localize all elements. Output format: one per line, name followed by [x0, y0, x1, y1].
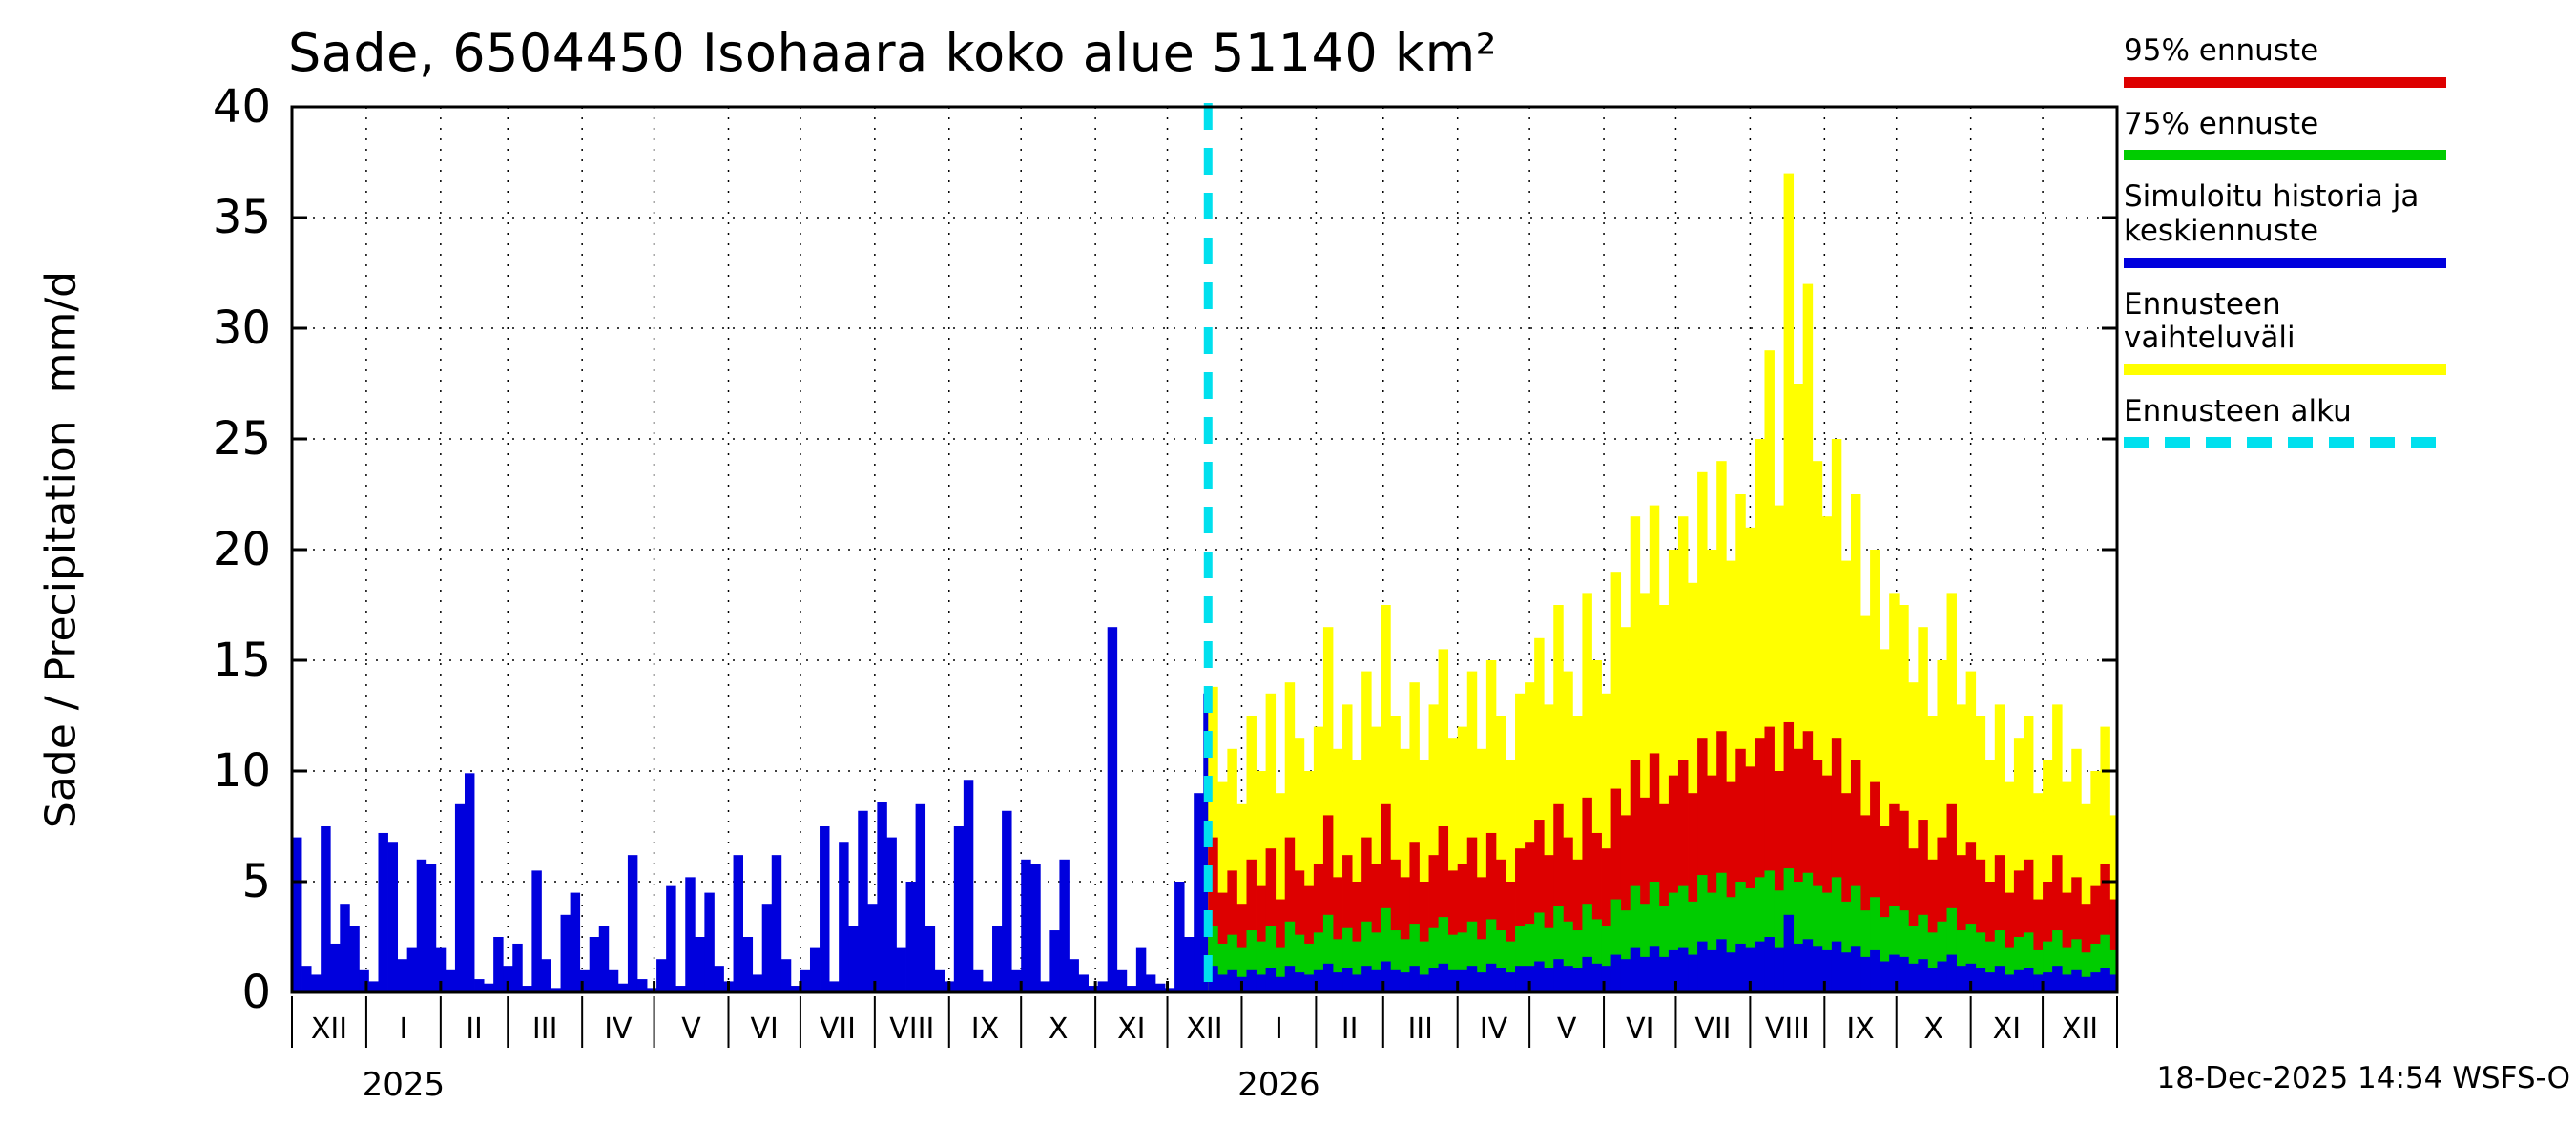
y-tick-label: 25	[213, 412, 271, 466]
month-label: VII	[820, 1012, 856, 1046]
month-label: X	[1923, 1012, 1943, 1046]
y-tick-label: 0	[241, 966, 271, 1019]
y-tick-label: 10	[213, 744, 271, 798]
timestamp: 18-Dec-2025 14:54 WSFS-O	[2156, 1061, 2571, 1095]
forecast-bars-95-ennuste	[1208, 721, 2117, 992]
forecast-bars-ennusteen-vaihteluv-li-max-	[1208, 173, 2117, 993]
legend-item: Simuloitu historia ja keskiennuste	[2124, 179, 2446, 268]
month-label: VIII	[889, 1012, 934, 1046]
month-label: V	[681, 1012, 701, 1046]
month-label: VIII	[1765, 1012, 1810, 1046]
month-label: IV	[1480, 1012, 1508, 1046]
month-label: III	[1407, 1012, 1433, 1046]
legend-swatch	[2124, 150, 2446, 161]
month-label: II	[466, 1012, 483, 1046]
legend-item: 95% ennuste	[2124, 33, 2446, 88]
month-label: III	[532, 1012, 558, 1046]
y-tick-label: 5	[241, 855, 271, 908]
month-label: XII	[2062, 1012, 2098, 1046]
history-bars	[292, 627, 1214, 992]
legend-label: 75% ennuste	[2124, 106, 2319, 141]
month-label: I	[399, 1012, 407, 1046]
month-label: V	[1557, 1012, 1577, 1046]
month-label: X	[1049, 1012, 1069, 1046]
month-label: XII	[311, 1012, 347, 1046]
y-axis: 0 5 10 15 20 25 30 35 40	[213, 80, 2117, 1019]
legend-label: Simuloitu historia ja keskiennuste	[2124, 179, 2420, 248]
month-label: II	[1341, 1012, 1359, 1046]
legend-label: Ennusteen alku	[2124, 393, 2352, 428]
legend-swatch	[2124, 257, 2446, 268]
legend-swatch	[2124, 76, 2446, 88]
x-axis: XII I II III IV V VI VII VIII IX X XI XII I II III IV V VI…	[290, 981, 2119, 1104]
legend-item: Ennusteen alku	[2124, 393, 2446, 448]
legend-item: Ennusteen vaihteluväli	[2124, 286, 2446, 375]
chart-title: Sade, 6504450 Isohaara koko alue 51140 k…	[288, 23, 1497, 83]
legend-swatch	[2124, 364, 2446, 375]
legend-label: Ennusteen vaihteluväli	[2124, 286, 2296, 356]
forecast-bars-keskiennuste	[1208, 914, 2117, 992]
month-label: IX	[971, 1012, 999, 1046]
y-tick-label: 40	[213, 80, 271, 134]
y-tick-label: 30	[213, 302, 271, 355]
y-tick-label: 35	[213, 191, 271, 244]
month-label: IX	[1846, 1012, 1874, 1046]
year-label: 2026	[1237, 1066, 1320, 1104]
month-label: VII	[1694, 1012, 1731, 1046]
forecast-bars-75-ennuste	[1208, 868, 2117, 992]
month-label: VI	[751, 1012, 779, 1046]
month-label: IV	[604, 1012, 633, 1046]
legend-swatch-dashed	[2124, 437, 2446, 448]
month-label: XII	[1186, 1012, 1222, 1046]
month-label: XI	[1993, 1012, 2021, 1046]
month-label: VI	[1626, 1012, 1653, 1046]
y-tick-label: 15	[213, 634, 271, 687]
legend-item: 75% ennuste	[2124, 106, 2446, 161]
month-label: I	[1275, 1012, 1283, 1046]
month-label: XI	[1117, 1012, 1145, 1046]
legend: 95% ennuste 75% ennuste Simuloitu historia…	[2124, 33, 2446, 468]
year-label: 2025	[363, 1066, 446, 1104]
y-tick-label: 20	[213, 523, 271, 576]
legend-label: 95% ennuste	[2124, 33, 2319, 68]
